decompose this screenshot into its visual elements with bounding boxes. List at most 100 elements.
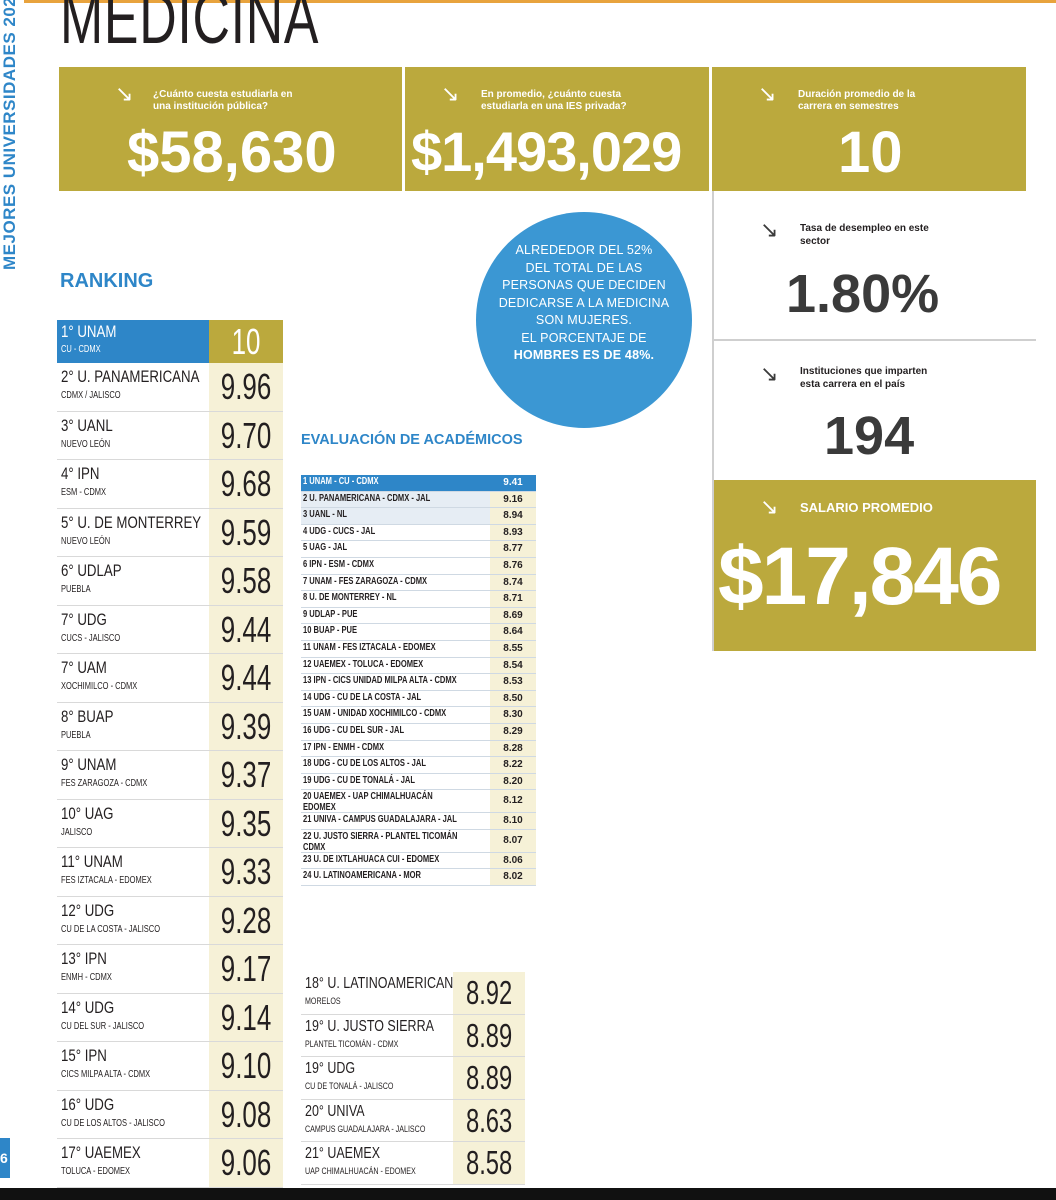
score-cell: 8.63 xyxy=(453,1099,525,1141)
evaluation-name-text: 7 UNAM - FES ZARAGOZA - CDMX xyxy=(303,574,428,587)
public-cost-question: ¿Cuánto cuesta estudiarla en una institu… xyxy=(153,89,293,112)
university-name: 20° UNIVA xyxy=(305,1102,365,1120)
evaluation-row: 20 UAEMEX - UAP CHIMALHUACÁN EDOMEX 8.12 xyxy=(301,790,536,814)
score-cell: 9.39 xyxy=(209,702,283,750)
university-name: 4° IPN xyxy=(61,464,100,483)
evaluation-value: 9.41 xyxy=(490,475,536,491)
university-name: 1° UNAM xyxy=(61,322,117,341)
circle-line: ALREDEDOR DEL 52% xyxy=(515,243,653,257)
university-name: 16° UDG xyxy=(61,1094,115,1114)
evaluation-name: 15 UAM - UNIDAD XOCHIMILCO - CDMX xyxy=(303,708,446,719)
arrow-icon: ↘ xyxy=(760,361,779,386)
campus-location: TOLUCA - EDOMEX xyxy=(61,1166,131,1177)
evaluation-name-text: 14 UDG - CU DE LA COSTA - JAL xyxy=(303,690,422,703)
score-value: 9.44 xyxy=(220,608,272,650)
campus-location: PLANTEL TICOMÁN - CDMX xyxy=(305,1038,399,1050)
unemployment-value: 1.80% xyxy=(786,264,940,324)
private-cost-question: En promedio, ¿cuánto cuesta estudiarla e… xyxy=(481,89,627,112)
evaluation-value: 8.06 xyxy=(490,852,536,869)
score-cell: 9.59 xyxy=(209,508,283,556)
score-cell: 9.06 xyxy=(209,1139,283,1187)
evaluation-row: 22 U. JUSTO SIERRA - PLANTEL TICOMÁN CDMX… xyxy=(301,829,536,853)
evaluation-row: 5 UAG - JAL 8.77 xyxy=(301,541,536,558)
arrow-icon: ↘ xyxy=(441,81,460,106)
score-value: 8.58 xyxy=(465,1144,513,1181)
duration-value: 10 xyxy=(838,120,903,185)
evaluation-name-text: 5 UAG - JAL xyxy=(303,541,348,554)
ranking-row: 11° UNAM FES IZTACALA - EDOMEX 9.33 xyxy=(57,848,283,897)
evaluation-value: 8.02 xyxy=(490,869,536,886)
evaluation-name-text: 11 UNAM - FES IZTACALA - EDOMEX xyxy=(303,640,436,653)
evaluation-name-text: 6 IPN - ESM - CDMX xyxy=(303,557,374,570)
score-cell: 8.89 xyxy=(453,1014,525,1056)
ranking-row: 17° UAEMEX TOLUCA - EDOMEX 9.06 xyxy=(57,1139,283,1188)
evaluation-name-text: 1 UNAM - CU - CDMX xyxy=(303,475,379,487)
evaluation-name: 19 UDG - CU DE TONALÁ - JAL xyxy=(303,773,416,786)
circle-line: EL PORCENTAJE DE xyxy=(521,330,647,345)
campus-location: CDMX / JALISCO xyxy=(61,390,121,401)
score-cell: 9.35 xyxy=(209,799,283,847)
evaluation-row: 9 UDLAP - PUE 8.69 xyxy=(301,607,536,625)
ranking-row: 19° U. JUSTO SIERRA PLANTEL TICOMÁN - CDM… xyxy=(301,1014,525,1057)
evaluation-name: 2 U. PANAMERICANA - CDMX - JAL xyxy=(303,492,430,504)
campus-location: CU DE LOS ALTOS - JALISCO xyxy=(61,1117,165,1129)
university-name: 2° U. PANAMERICANA xyxy=(61,367,200,386)
university-name: 12° UDG xyxy=(61,900,115,920)
ranking-row: 9° UNAM FES ZARAGOZA - CDMX 9.37 xyxy=(57,751,283,800)
evaluation-name-text: 9 UDLAP - PUE xyxy=(303,607,358,620)
evaluation-row: 23 U. DE IXTLAHUACA CUI - EDOMEX 8.06 xyxy=(301,852,536,870)
ranking-row: 1° UNAM CU - CDMX 10 xyxy=(57,320,283,363)
evaluation-name: 11 UNAM - FES IZTACALA - EDOMEX xyxy=(303,640,436,653)
ranking-table: 1° UNAM CU - CDMX 10 2° U. PANAMERICANA CDMX… xyxy=(57,320,283,1188)
score-value: 9.70 xyxy=(220,414,272,456)
evaluation-row: 4 UDG - CUCS - JAL 8.93 xyxy=(301,524,536,542)
evaluation-name-text: 17 IPN - ENMH - CDMX xyxy=(303,740,385,753)
score-value: 9.33 xyxy=(220,851,272,892)
evaluation-row: 3 UANL - NL 8.94 xyxy=(301,508,536,525)
private-cost-value: $1,493,029 xyxy=(411,120,682,183)
evaluation-row: 16 UDG - CU DEL SUR - JAL 8.29 xyxy=(301,723,536,741)
university-name: 7° UAM xyxy=(61,658,107,677)
score-cell: 9.58 xyxy=(209,557,283,605)
arrow-icon: ↘ xyxy=(115,81,134,106)
evaluation-name-cont: EDOMEX xyxy=(303,801,336,814)
score-value: 9.35 xyxy=(220,802,272,844)
score-value: 8.63 xyxy=(465,1101,513,1139)
evaluation-name: 20 UAEMEX - UAP CHIMALHUACÁN EDOMEX xyxy=(303,791,433,813)
institutions-value: 194 xyxy=(824,406,915,466)
score-value: 9.14 xyxy=(220,996,272,1038)
university-name: 6° UDLAP xyxy=(61,561,122,580)
evaluation-name: 16 UDG - CU DEL SUR - JAL xyxy=(303,724,404,736)
evaluation-row: 10 BUAP - PUE 8.64 xyxy=(301,624,536,641)
evaluation-name-text: 19 UDG - CU DE TONALÁ - JAL xyxy=(303,773,416,786)
circle-line: PERSONAS QUE DECIDEN xyxy=(502,278,666,292)
campus-location: FES ZARAGOZA - CDMX xyxy=(61,778,148,789)
evaluation-name-text: 8 U. DE MONTERREY - NL xyxy=(303,591,397,604)
score-value: 9.17 xyxy=(220,948,272,989)
score-value: 9.06 xyxy=(220,1142,272,1183)
score-cell: 9.44 xyxy=(209,605,283,653)
ranking-row: 15° IPN CICS MILPA ALTA - CDMX 9.10 xyxy=(57,1042,283,1091)
evaluation-value: 8.71 xyxy=(490,591,536,607)
evaluation-value: 8.94 xyxy=(490,508,536,524)
university-name: 9° UNAM xyxy=(61,755,117,774)
evaluation-name: 18 UDG - CU DE LOS ALTOS - JAL xyxy=(303,758,426,769)
score-cell: 9.10 xyxy=(209,1042,283,1090)
ranking-row: 2° U. PANAMERICANA CDMX / JALISCO 9.96 xyxy=(57,363,283,412)
evaluation-name: 12 UAEMEX - TOLUCA - EDOMEX xyxy=(303,658,423,670)
score-cell: 10 xyxy=(209,320,283,363)
campus-location: CU DEL SUR - JALISCO xyxy=(61,1020,145,1032)
campus-location: XOCHIMILCO - CDMX xyxy=(61,681,138,692)
evaluation-value: 8.28 xyxy=(490,740,536,757)
campus-location: FES IZTACALA - EDOMEX xyxy=(61,875,152,886)
evaluation-value: 8.69 xyxy=(490,607,536,624)
score-cell: 8.58 xyxy=(453,1142,525,1184)
evaluation-name: 3 UANL - NL xyxy=(303,509,347,520)
score-value: 9.58 xyxy=(220,560,272,601)
evaluation-value: 8.64 xyxy=(490,624,536,640)
evaluation-name-text: 20 UAEMEX - UAP CHIMALHUACÁN xyxy=(303,790,433,803)
arrow-icon: ↘ xyxy=(760,494,779,519)
score-cell: 9.33 xyxy=(209,848,283,896)
evaluation-value: 8.93 xyxy=(490,524,536,541)
university-name: 21° UAEMEX xyxy=(305,1145,381,1162)
